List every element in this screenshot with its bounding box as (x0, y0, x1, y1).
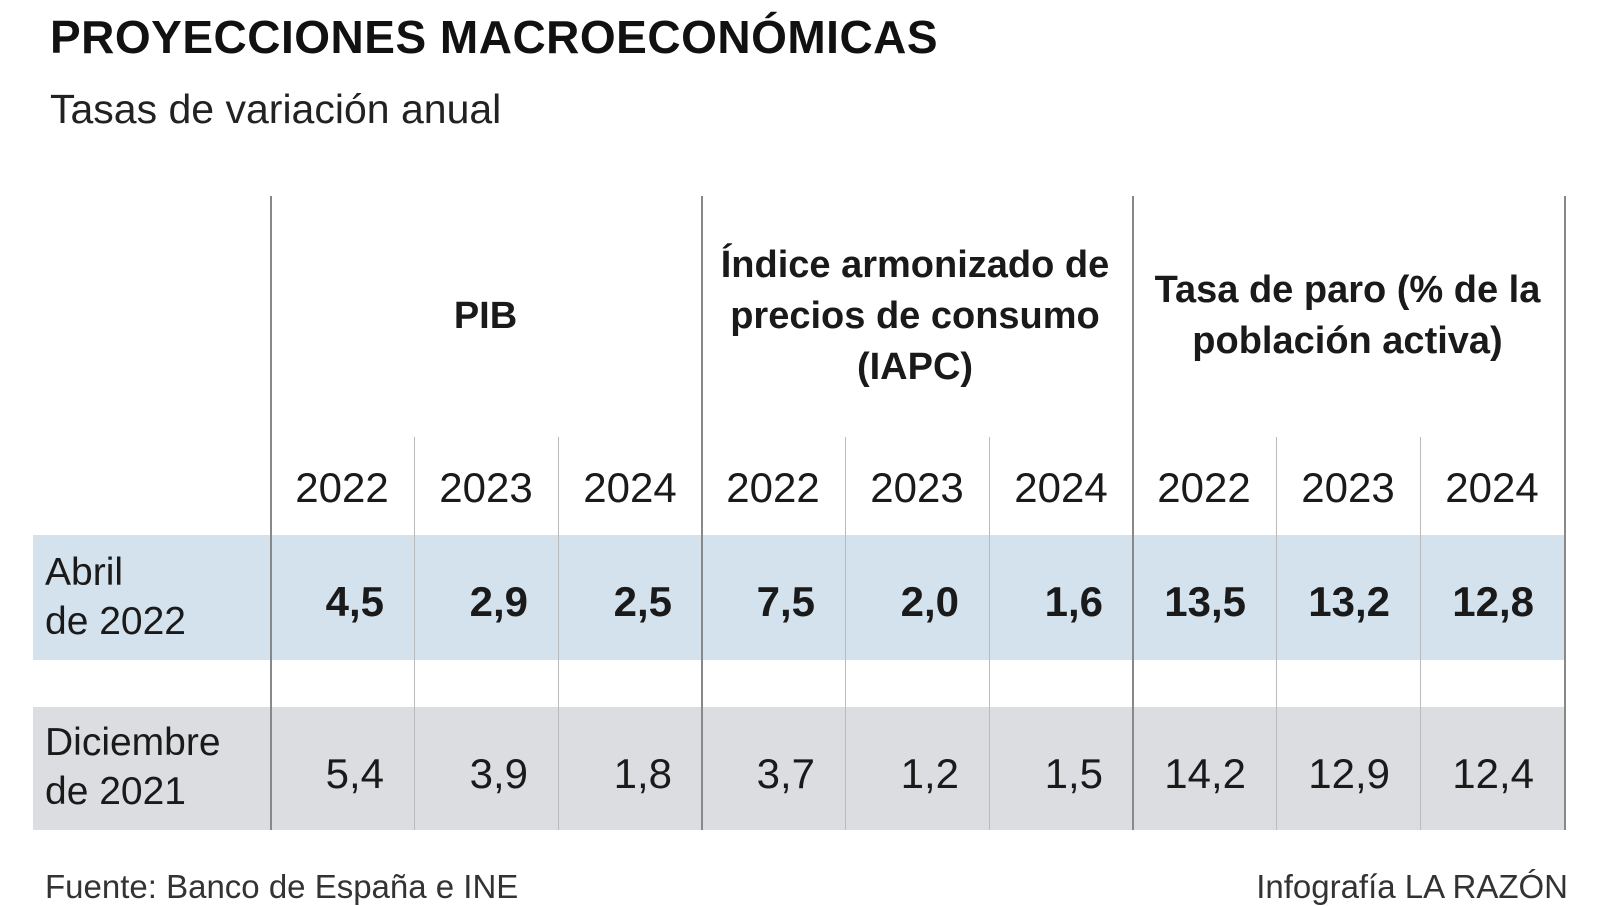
column-divider (701, 196, 703, 830)
page-title: PROYECCIONES MACROECONÓMICAS (50, 11, 939, 63)
row-label-line1: Abril (45, 551, 124, 594)
year-header: 2024 (1014, 464, 1108, 511)
row-label-diciembre-2021: Diciembre de 2021 (45, 718, 221, 816)
table-cell: 1,6 (1044, 578, 1103, 625)
column-divider (1420, 437, 1421, 830)
column-divider (989, 437, 990, 830)
table-cell: 7,5 (756, 578, 815, 625)
table-cell: 1,5 (1044, 750, 1103, 797)
table-cell: 2,9 (469, 578, 528, 625)
table-cell: 12,9 (1308, 750, 1390, 797)
group-header-paro: Tasa de paro (% de la población activa) (1154, 269, 1541, 362)
year-header: 2022 (726, 464, 820, 511)
table-cell: 13,5 (1164, 578, 1246, 625)
table-cell: 2,0 (900, 578, 959, 625)
table-cell: 4,5 (325, 578, 384, 625)
year-header: 2022 (295, 464, 389, 511)
year-header: 2023 (870, 464, 964, 511)
column-divider (414, 437, 415, 830)
row-label-line1: Diciembre (45, 721, 221, 764)
table-cell: 1,2 (900, 750, 959, 797)
table-cell: 12,8 (1452, 578, 1534, 625)
year-header: 2023 (439, 464, 533, 511)
table-cell: 1,8 (613, 750, 672, 797)
source-note: Fuente: Banco de España e INE (45, 868, 519, 905)
column-divider (1132, 196, 1134, 830)
group-header-iapc: Índice armonizado de precios de consumo … (720, 243, 1110, 388)
group-header-pib: PIB (453, 294, 518, 337)
row-label-line2: de 2021 (45, 770, 186, 813)
column-divider (1564, 196, 1566, 830)
row-background-abril-2022 (33, 535, 1566, 660)
table-cell: 3,9 (469, 750, 528, 797)
row-label-abril-2022: Abril de 2022 (45, 548, 186, 646)
table-cell: 12,4 (1452, 750, 1534, 797)
table-cell: 14,2 (1164, 750, 1246, 797)
table-cell: 13,2 (1308, 578, 1390, 625)
subtitle: Tasas de variación anual (50, 86, 502, 132)
column-divider (1276, 437, 1277, 830)
column-divider (558, 437, 559, 830)
row-background-diciembre-2021 (33, 707, 1566, 830)
column-divider (845, 437, 846, 830)
table-cell: 5,4 (325, 750, 384, 797)
year-header: 2022 (1157, 464, 1251, 511)
credit-note: Infografía LA RAZÓN (1256, 868, 1568, 905)
row-label-line2: de 2022 (45, 600, 186, 643)
year-header: 2023 (1301, 464, 1395, 511)
table-cell: 3,7 (756, 750, 815, 797)
column-divider (270, 196, 272, 830)
table-cell: 2,5 (613, 578, 672, 625)
year-header: 2024 (583, 464, 677, 511)
year-header: 2024 (1445, 464, 1539, 511)
